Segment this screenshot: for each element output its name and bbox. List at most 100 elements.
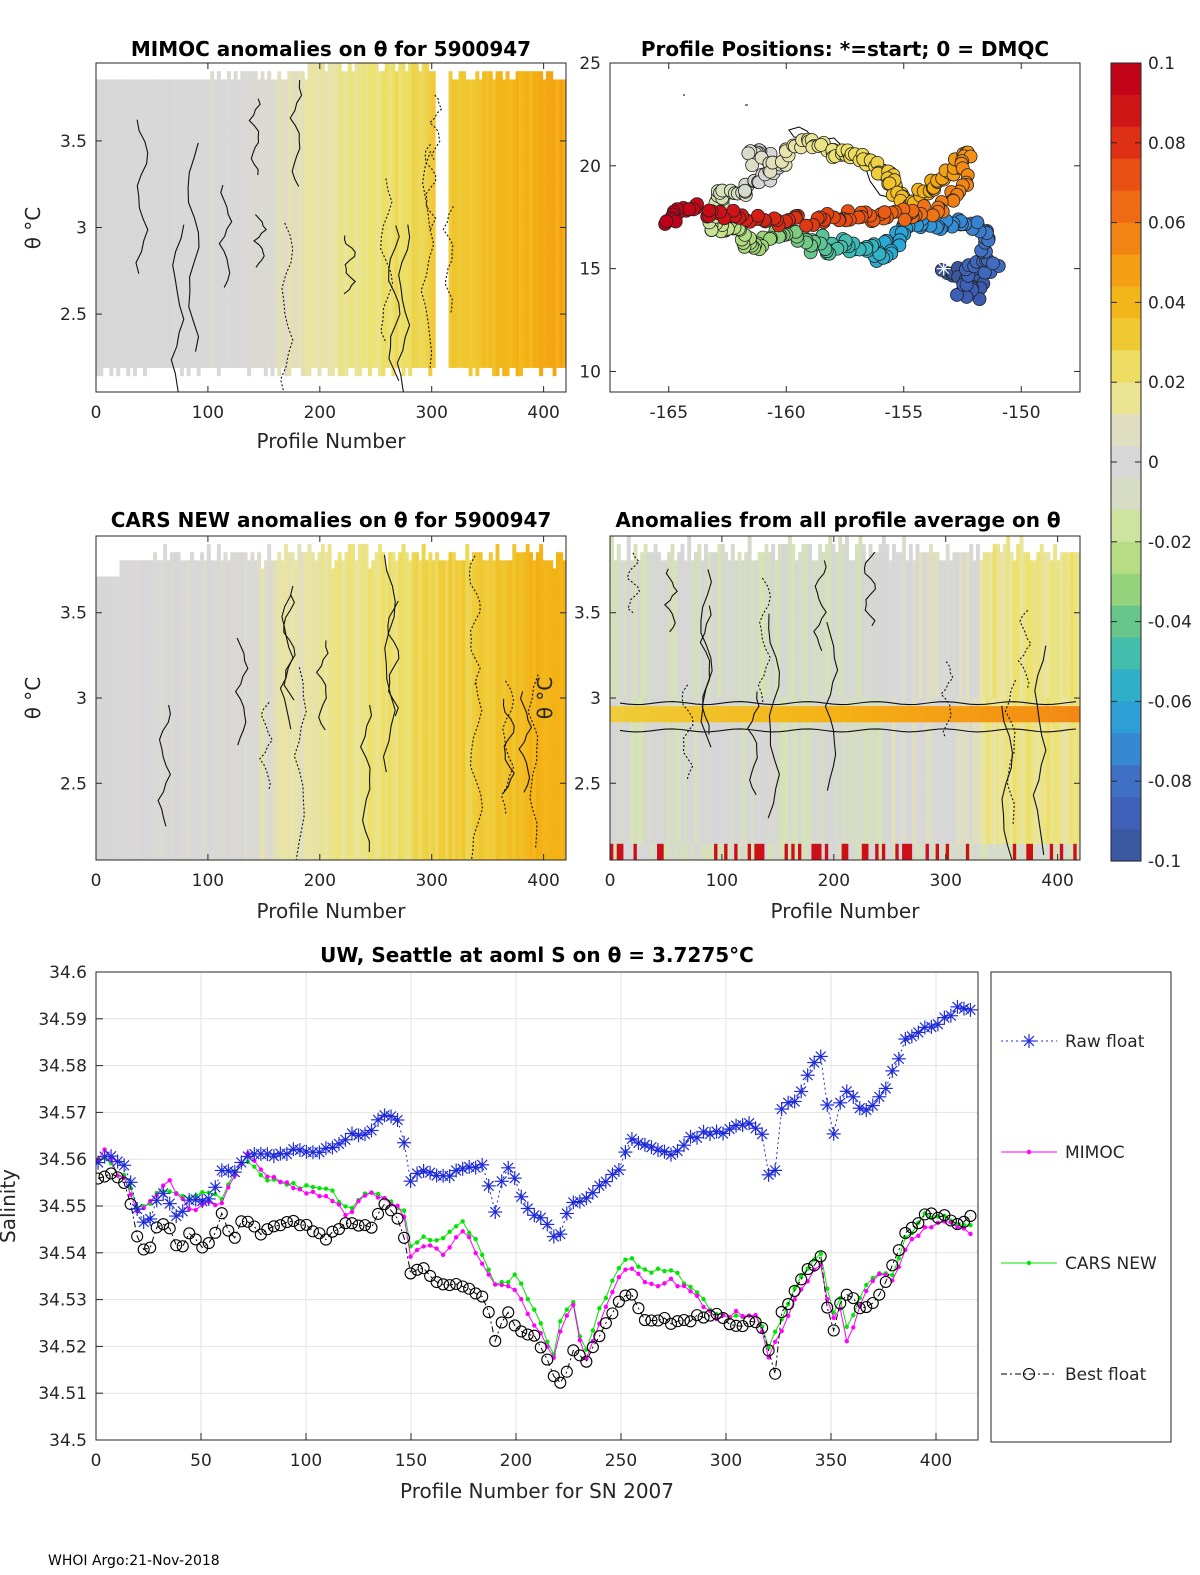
heatmap-cell: [230, 104, 235, 113]
heatmap-cell: [243, 145, 248, 155]
heatmap-cell: [418, 326, 423, 336]
heatmap-cell: [173, 326, 178, 336]
heatmap-cell: [448, 194, 453, 204]
heatmap-cell: [458, 79, 463, 89]
heatmap-cell: [253, 268, 258, 278]
heatmap-cell: [421, 227, 426, 237]
heatmap-cell: [461, 326, 466, 336]
heatmap-cell: [263, 202, 268, 212]
heatmap-cell: [99, 161, 104, 171]
heatmap-cell: [529, 359, 534, 368]
heatmap-cell: [237, 359, 241, 368]
heatmap-cell: [146, 186, 151, 196]
heatmap-cell: [542, 243, 547, 253]
heatmap-cell: [492, 194, 497, 204]
heatmap-cell: [122, 326, 127, 336]
heatmap-cell: [525, 260, 530, 270]
heatmap-cell: [327, 202, 332, 212]
heatmap-cell: [539, 326, 544, 336]
heatmap-cell: [290, 145, 295, 155]
heatmap-cell: [310, 301, 315, 311]
heatmap-cell: [116, 95, 121, 105]
heatmap-cell: [425, 359, 429, 368]
heatmap-cell: [448, 161, 453, 171]
heatmap-cell: [263, 104, 268, 113]
heatmap-cell: [502, 285, 507, 294]
heatmap-cell: [163, 186, 168, 196]
heatmap-cell: [414, 87, 419, 97]
heatmap-cell: [247, 309, 252, 319]
heatmap-cell: [213, 169, 218, 179]
heatmap-cell: [431, 112, 436, 122]
heatmap-cell: [388, 219, 393, 229]
heatmap-cell: [414, 153, 419, 163]
heatmap-cell: [280, 169, 285, 179]
heatmap-cell: [351, 252, 356, 261]
heatmap-cell: [354, 268, 359, 278]
heatmap-cell: [431, 268, 436, 278]
heatmap-cell: [364, 63, 369, 72]
heatmap-cell: [562, 235, 566, 245]
heatmap-cell: [314, 161, 319, 171]
heatmap-cell: [96, 194, 100, 204]
heatmap-cell: [505, 260, 510, 270]
heatmap-cell: [273, 276, 278, 286]
heatmap-cell: [307, 276, 312, 286]
heatmap-cell: [257, 350, 262, 360]
heatmap-cell: [153, 194, 158, 204]
heatmap-cell: [331, 104, 335, 113]
heatmap-cell: [270, 268, 275, 278]
heatmap-cell: [408, 137, 413, 146]
heatmap-cell: [290, 104, 295, 113]
heatmap-cell: [196, 120, 201, 130]
heatmap-cell: [337, 252, 342, 261]
heatmap-cell: [418, 71, 423, 81]
heatmap-cell: [431, 326, 436, 336]
heatmap-cell: [555, 326, 560, 336]
heatmap-cell: [260, 235, 265, 245]
heatmap-cell: [250, 359, 255, 368]
heatmap-cell: [169, 342, 174, 352]
heatmap-cell: [357, 186, 362, 196]
heatmap-cell: [384, 137, 389, 146]
heatmap-cell: [106, 153, 111, 163]
heatmap-cell: [374, 317, 379, 327]
heatmap-cell: [431, 309, 436, 319]
heatmap-cell: [468, 186, 473, 196]
heatmap-cell: [109, 169, 114, 179]
heatmap-cell: [183, 219, 188, 229]
heatmap-cell: [196, 178, 201, 187]
heatmap-cell: [193, 153, 198, 163]
heatmap-cell: [331, 285, 335, 294]
heatmap-cell: [475, 252, 480, 261]
heatmap-cell: [122, 153, 127, 163]
heatmap-cell: [327, 104, 332, 113]
heatmap-cell: [461, 71, 466, 81]
heatmap-cell: [277, 326, 282, 336]
heatmap-cell: [539, 367, 544, 377]
heatmap-cell: [136, 350, 141, 360]
heatmap-cell: [280, 293, 285, 303]
heatmap-cell: [193, 309, 198, 319]
heatmap-cell: [273, 342, 278, 352]
heatmap-cell: [381, 153, 386, 163]
heatmap-cell: [287, 169, 292, 179]
heatmap-cell: [223, 202, 228, 212]
heatmap-cell: [545, 350, 550, 360]
heatmap-cell: [102, 219, 107, 229]
heatmap-cell: [153, 342, 158, 352]
heatmap-cell: [398, 326, 403, 336]
heatmap-cell: [545, 301, 550, 311]
heatmap-cell: [502, 79, 507, 89]
heatmap-cell: [381, 145, 386, 155]
heatmap-cell: [468, 145, 473, 155]
heatmap-cell: [401, 285, 406, 294]
heatmap-cell: [300, 268, 305, 278]
heatmap-cell: [216, 186, 221, 196]
heatmap-cell: [186, 120, 191, 130]
heatmap-cell: [136, 359, 141, 368]
heatmap-cell: [304, 252, 309, 261]
heatmap-cell: [143, 145, 147, 155]
heatmap-cell: [146, 359, 151, 368]
heatmap-cell: [129, 169, 134, 179]
